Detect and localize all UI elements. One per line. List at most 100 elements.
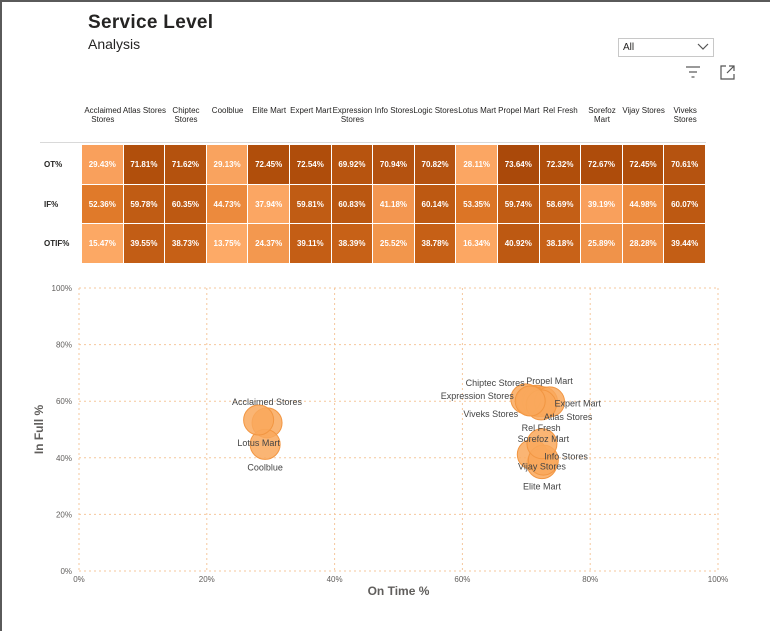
y-tick-label: 20%: [56, 510, 72, 519]
matrix-cell: 60.83%: [331, 184, 374, 224]
x-axis-title: On Time %: [368, 584, 430, 598]
point-label: Viveks Stores: [463, 409, 518, 419]
scatter-point: [527, 386, 559, 418]
matrix-cell: 44.73%: [206, 184, 249, 224]
matrix-cell: 69.92%: [331, 145, 374, 185]
matrix-column-header: Chiptec Stores: [172, 106, 200, 124]
page-subtitle: Analysis: [88, 36, 141, 52]
chevron-down-icon: [697, 42, 709, 55]
matrix-cell: 73.64%: [498, 145, 540, 185]
matrix-cell: 52.36%: [82, 184, 124, 224]
point-label: Rel Fresh: [522, 423, 561, 433]
matrix-cell: 59.74%: [498, 184, 540, 224]
y-tick-label: 80%: [56, 341, 72, 350]
matrix-cell: 60.07%: [664, 184, 706, 224]
point-label: Chiptec Stores: [466, 378, 526, 388]
matrix-column-header: Atlas Stores: [122, 106, 166, 115]
x-tick-label: 100%: [708, 575, 728, 584]
x-tick-label: 40%: [327, 575, 343, 584]
y-tick-label: 0%: [60, 567, 72, 576]
matrix-column-header: Viveks Stores: [673, 106, 697, 124]
point-label: Expert Mart: [555, 399, 602, 409]
scatter-point: [516, 438, 548, 470]
matrix-cell: 72.45%: [248, 145, 290, 185]
matrix-cell: 70.94%: [373, 145, 415, 185]
point-label: Elite Mart: [523, 482, 562, 492]
scatter-point: [516, 385, 548, 417]
matrix-cell: 38.39%: [331, 224, 374, 264]
matrix-cell: 39.11%: [290, 224, 332, 264]
matrix-column-header: Vijay Stores: [622, 106, 665, 115]
scatter-point: [510, 383, 542, 415]
matrix-divider: [40, 142, 706, 143]
matrix-row-header: OTIF%: [44, 239, 70, 248]
scatter-point: [522, 386, 554, 418]
scatter-point: [527, 444, 559, 476]
scatter-point: [514, 385, 546, 417]
matrix-cell: 39.55%: [123, 224, 166, 264]
window-border-top: [0, 0, 770, 2]
matrix-cell: 41.18%: [373, 184, 415, 224]
scatter-point: [526, 428, 558, 460]
scatter-point: [251, 407, 283, 439]
point-label: Lotus Mart: [237, 438, 280, 448]
matrix-column-header: Coolblue: [211, 106, 244, 115]
matrix-column-header: Expert Mart: [290, 106, 332, 115]
x-tick-label: 20%: [199, 575, 215, 584]
point-label: Expression Stores: [441, 391, 515, 401]
matrix-column-header: Logic Stores: [413, 106, 458, 115]
scatter-point: [521, 384, 553, 416]
matrix-cell: 39.44%: [664, 224, 706, 264]
y-axis-title: In Full %: [32, 405, 46, 455]
matrix-cell: 37.94%: [248, 184, 290, 224]
matrix-column-header: Propel Mart: [498, 106, 540, 115]
matrix-cell: 59.78%: [123, 184, 166, 224]
store-slicer-dropdown[interactable]: All: [618, 38, 714, 57]
matrix-cell: 29.13%: [206, 145, 249, 185]
matrix-cell: 25.52%: [373, 224, 415, 264]
matrix-column-header: Lotus Mart: [458, 106, 497, 115]
matrix-cell: 72.67%: [581, 145, 623, 185]
scatter-point: [534, 386, 566, 418]
matrix-cell: 44.98%: [622, 184, 665, 224]
x-tick-label: 0%: [73, 575, 85, 584]
matrix-cell: 38.73%: [165, 224, 207, 264]
matrix-cell: 28.28%: [622, 224, 665, 264]
matrix-cell: 38.78%: [414, 224, 457, 264]
matrix-cell: 70.82%: [414, 145, 457, 185]
x-tick-label: 80%: [582, 575, 598, 584]
matrix-column-header: Expression Stores: [332, 106, 373, 124]
y-tick-label: 60%: [56, 397, 72, 406]
matrix-cell: 72.45%: [622, 145, 665, 185]
x-tick-label: 60%: [454, 575, 470, 584]
matrix-column-header: Elite Mart: [252, 106, 287, 115]
matrix-cell: 53.35%: [456, 184, 498, 224]
scatter-point: [526, 448, 558, 480]
point-label: Propel Mart: [526, 376, 573, 386]
matrix-cell: 15.47%: [82, 224, 124, 264]
matrix-cell: 13.75%: [206, 224, 249, 264]
matrix-cell: 71.81%: [123, 145, 166, 185]
matrix-cell: 60.35%: [165, 184, 207, 224]
window-border: [0, 0, 2, 631]
matrix-cell: 24.37%: [248, 224, 290, 264]
matrix-cell: 60.14%: [414, 184, 457, 224]
filter-icon[interactable]: [685, 65, 701, 84]
matrix-cell: 72.54%: [290, 145, 332, 185]
matrix-cell: 28.11%: [456, 145, 498, 185]
point-label: Acclaimed Stores: [232, 397, 303, 407]
point-label: Coolblue: [247, 462, 283, 472]
y-tick-label: 40%: [56, 454, 72, 463]
focus-mode-icon[interactable]: [719, 64, 736, 86]
matrix-cell: 72.32%: [539, 145, 582, 185]
scatter-point: [249, 428, 281, 460]
scatter-point: [243, 404, 275, 436]
matrix-cell: 40.92%: [498, 224, 540, 264]
matrix-column-header: Sorefoz Mart: [588, 106, 616, 124]
matrix-column-header: Acclaimed Stores: [84, 106, 122, 124]
point-label: Info Stores: [544, 451, 588, 461]
matrix-row-header: IF%: [44, 199, 59, 209]
matrix-cell: 38.18%: [539, 224, 582, 264]
y-tick-label: 100%: [52, 284, 72, 293]
